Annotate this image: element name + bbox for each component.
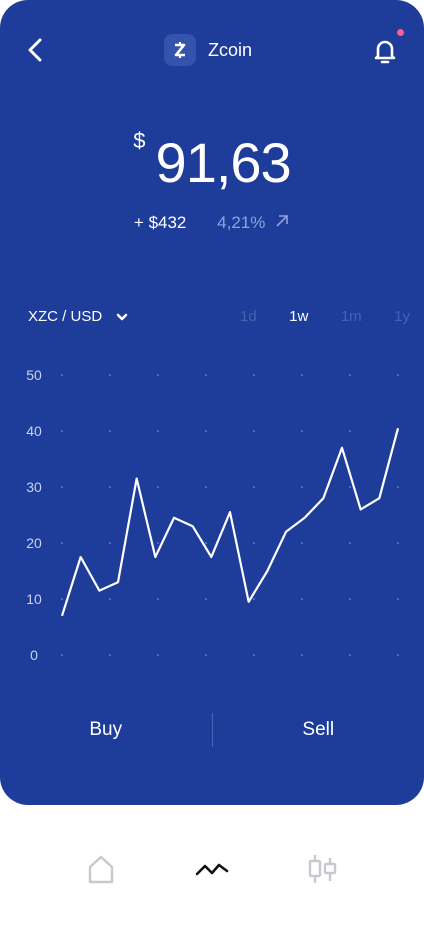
grid-dot — [349, 654, 351, 656]
divider — [211, 713, 213, 747]
range-1y[interactable]: 1y — [394, 308, 410, 325]
grid-dot — [157, 374, 159, 376]
y-tick-label: 20 — [26, 535, 42, 551]
grid-dot — [253, 430, 255, 432]
grid-dot — [205, 598, 207, 600]
grid-dot — [61, 654, 63, 656]
price-change: + $432 4,21% — [0, 212, 424, 233]
grid-dot — [301, 654, 303, 656]
coin-name: Zcoin — [208, 39, 253, 60]
range-1m[interactable]: 1m — [340, 308, 362, 325]
grid-dot — [109, 374, 111, 376]
trade-actions: Buy Sell — [0, 705, 424, 755]
grid-dot — [109, 542, 111, 544]
grid-dot — [109, 654, 111, 656]
candlestick-icon[interactable] — [305, 852, 339, 886]
grid-dot — [349, 598, 351, 600]
grid-dot — [349, 374, 351, 376]
grid-dot — [301, 430, 303, 432]
grid-dot — [253, 598, 255, 600]
grid-dot — [157, 542, 159, 544]
bottom-tab-bar — [0, 830, 424, 910]
currency-symbol: $ — [133, 128, 146, 153]
grid-dot — [157, 486, 159, 488]
grid-dot — [157, 654, 159, 656]
grid-dot — [349, 430, 351, 432]
grid-dot — [253, 654, 255, 656]
grid-dot — [253, 542, 255, 544]
y-tick-label: 40 — [26, 423, 42, 439]
grid-dot — [205, 486, 207, 488]
grid-dot — [397, 598, 399, 600]
grid-dot — [301, 486, 303, 488]
grid-dot — [205, 430, 207, 432]
y-tick-label: 50 — [26, 367, 42, 383]
grid-dot — [61, 486, 63, 488]
price-series-line — [60, 427, 400, 617]
grid-dot — [397, 486, 399, 488]
grid-dot — [61, 430, 63, 432]
buy-button[interactable]: Buy — [89, 719, 123, 740]
home-icon[interactable] — [84, 852, 118, 886]
grid-dot — [397, 654, 399, 656]
sell-button[interactable]: Sell — [302, 719, 335, 740]
notification-dot — [397, 29, 404, 36]
grid-dot — [397, 374, 399, 376]
grid-dot — [205, 654, 207, 656]
grid-dot — [157, 430, 159, 432]
grid-dot — [349, 486, 351, 488]
grid-dot — [253, 374, 255, 376]
price-value: 91,63 — [155, 131, 292, 194]
pair-selector[interactable]: XZC / USD — [28, 308, 128, 325]
grid-dot — [109, 486, 111, 488]
grid-dot — [205, 542, 207, 544]
price-line-chart: 0 10 20 30 40 50 — [26, 367, 400, 663]
range-1d[interactable]: 1d — [240, 308, 257, 325]
change-absolute: + $432 — [133, 213, 187, 232]
y-tick-label: 0 — [30, 647, 38, 663]
range-1w[interactable]: 1w — [289, 308, 309, 325]
change-percent: 4,21% — [217, 213, 266, 232]
chart-line-icon[interactable] — [195, 852, 229, 886]
grid-dot — [397, 542, 399, 544]
grid-dot — [157, 598, 159, 600]
grid-dot — [349, 542, 351, 544]
grid-dot — [301, 598, 303, 600]
arrow-up-right-icon — [276, 215, 288, 227]
grid-dot — [109, 598, 111, 600]
bell-icon[interactable] — [370, 36, 400, 66]
y-tick-label: 30 — [26, 479, 42, 495]
grid-dot — [205, 374, 207, 376]
coin-title: Zcoin — [164, 34, 252, 66]
grid-dot — [301, 542, 303, 544]
grid-dot — [253, 486, 255, 488]
pair-label: XZC / USD — [28, 308, 103, 325]
grid-dot — [109, 430, 111, 432]
back-arrow-icon[interactable] — [20, 34, 52, 66]
chevron-down-icon — [116, 313, 128, 320]
y-tick-label: 10 — [26, 591, 42, 607]
time-range-tabs: 1d 1w 1m 1y — [240, 308, 410, 325]
grid-dot — [61, 598, 63, 600]
grid-dot — [61, 374, 63, 376]
header: Zcoin — [0, 24, 424, 76]
grid-dot — [301, 374, 303, 376]
zcoin-logo-icon — [164, 34, 196, 66]
price-display: $91,63 — [0, 128, 424, 195]
price-card: Zcoin $91,63 + $432 4,21% XZC / USD — [0, 0, 424, 805]
grid-dot — [61, 542, 63, 544]
